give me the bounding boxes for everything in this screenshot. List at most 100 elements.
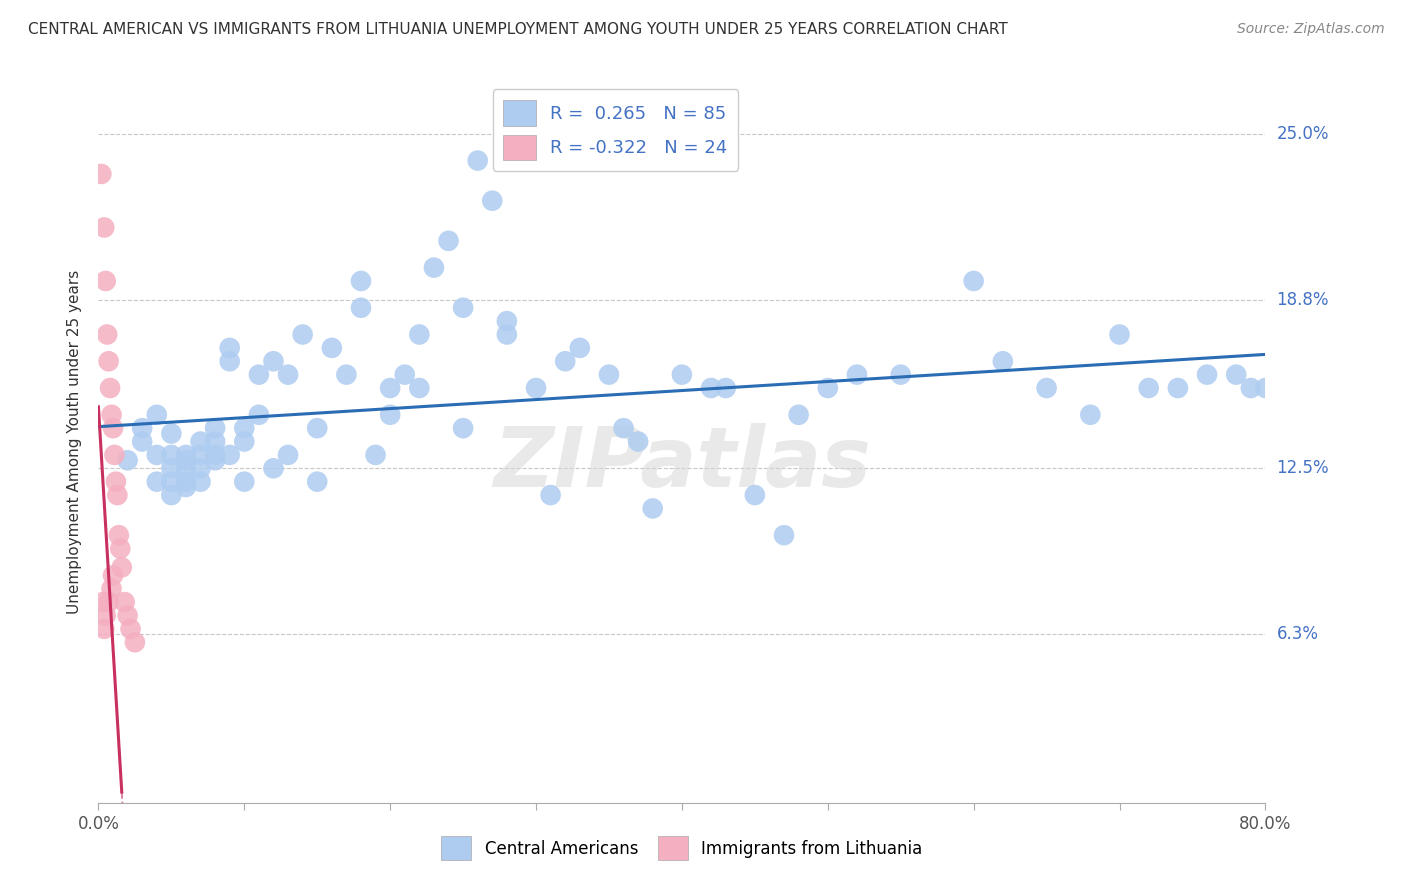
Point: [380, 381, 402, 395]
Point: [98, 381, 121, 395]
Point: [1137, 381, 1160, 395]
Point: [641, 501, 664, 516]
Point: [890, 368, 912, 382]
Point: [131, 421, 153, 435]
Point: [744, 488, 766, 502]
Point: [262, 461, 284, 475]
Point: [190, 434, 212, 449]
Point: [496, 314, 519, 328]
Point: [190, 475, 212, 489]
Point: [496, 327, 519, 342]
Y-axis label: Unemployment Among Youth under 25 years: Unemployment Among Youth under 25 years: [67, 269, 83, 614]
Point: [96, 327, 118, 342]
Point: [277, 448, 299, 462]
Point: [1240, 381, 1263, 395]
Point: [101, 568, 124, 582]
Point: [160, 448, 183, 462]
Point: [408, 327, 430, 342]
Point: [94, 608, 117, 623]
Point: [247, 408, 270, 422]
Point: [110, 541, 132, 556]
Text: CENTRAL AMERICAN VS IMMIGRANTS FROM LITHUANIA UNEMPLOYMENT AMONG YOUTH UNDER 25 : CENTRAL AMERICAN VS IMMIGRANTS FROM LITH…: [28, 22, 1008, 37]
Point: [174, 461, 197, 475]
Point: [1108, 327, 1130, 342]
Point: [291, 327, 314, 342]
Point: [481, 194, 503, 208]
Point: [846, 368, 869, 382]
Point: [714, 381, 737, 395]
Point: [394, 368, 416, 382]
Point: [103, 448, 125, 462]
Text: ZIPatlas: ZIPatlas: [494, 423, 870, 504]
Point: [307, 475, 329, 489]
Text: Source: ZipAtlas.com: Source: ZipAtlas.com: [1237, 22, 1385, 37]
Point: [627, 434, 650, 449]
Point: [93, 622, 115, 636]
Point: [120, 622, 142, 636]
Text: 25.0%: 25.0%: [1277, 125, 1329, 143]
Point: [100, 582, 122, 596]
Point: [307, 421, 329, 435]
Point: [146, 475, 169, 489]
Point: [1035, 381, 1057, 395]
Point: [204, 434, 226, 449]
Point: [408, 381, 430, 395]
Point: [321, 341, 343, 355]
Point: [111, 560, 134, 574]
Point: [1167, 381, 1189, 395]
Point: [100, 408, 122, 422]
Point: [612, 421, 634, 435]
Point: [218, 354, 240, 368]
Point: [380, 408, 402, 422]
Point: [114, 595, 136, 609]
Text: 6.3%: 6.3%: [1277, 625, 1319, 643]
Point: [350, 274, 373, 288]
Point: [131, 434, 153, 449]
Point: [451, 301, 474, 315]
Point: [540, 488, 562, 502]
Point: [773, 528, 796, 542]
Point: [93, 220, 115, 235]
Point: [671, 368, 693, 382]
Point: [174, 480, 197, 494]
Point: [160, 426, 183, 441]
Point: [1080, 408, 1102, 422]
Point: [97, 595, 120, 609]
Point: [105, 488, 128, 502]
Text: 12.5%: 12.5%: [1277, 459, 1329, 477]
Point: [117, 608, 139, 623]
Text: 18.8%: 18.8%: [1277, 291, 1329, 309]
Point: [233, 475, 256, 489]
Point: [146, 408, 169, 422]
Point: [190, 448, 212, 462]
Point: [247, 368, 270, 382]
Point: [91, 595, 114, 609]
Point: [124, 635, 146, 649]
Point: [451, 421, 474, 435]
Point: [817, 381, 839, 395]
Point: [146, 448, 169, 462]
Point: [568, 341, 591, 355]
Point: [277, 368, 299, 382]
Point: [90, 167, 112, 181]
Point: [204, 453, 226, 467]
Point: [1225, 368, 1247, 382]
Point: [262, 354, 284, 368]
Point: [554, 354, 576, 368]
Point: [104, 475, 127, 489]
Point: [108, 528, 131, 542]
Point: [160, 488, 183, 502]
Point: [160, 475, 183, 489]
Point: [218, 448, 240, 462]
Point: [174, 453, 197, 467]
Point: [335, 368, 357, 382]
Point: [1254, 381, 1277, 395]
Point: [218, 341, 240, 355]
Point: [233, 421, 256, 435]
Point: [160, 461, 183, 475]
Legend: Central Americans, Immigrants from Lithuania: Central Americans, Immigrants from Lithu…: [434, 830, 929, 867]
Point: [1195, 368, 1218, 382]
Point: [962, 274, 984, 288]
Point: [350, 301, 373, 315]
Point: [991, 354, 1014, 368]
